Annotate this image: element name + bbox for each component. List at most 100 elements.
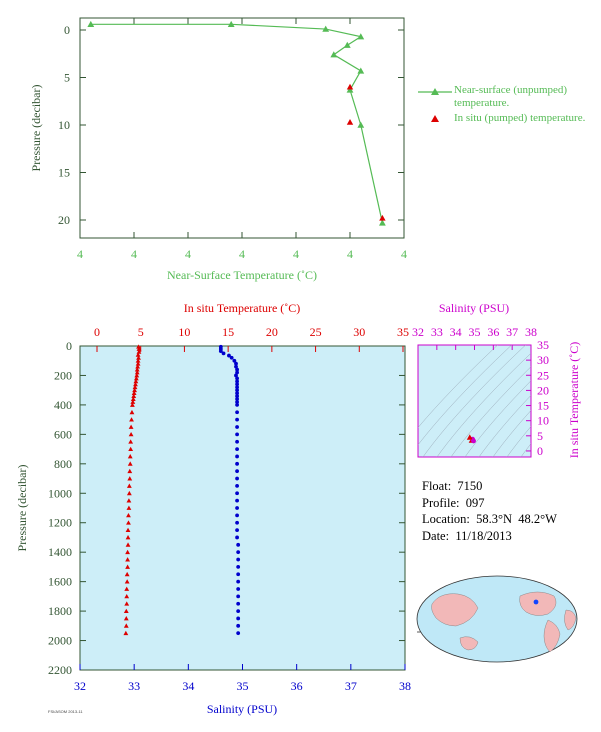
- main-y-tick-label: 1200: [48, 516, 72, 530]
- temperature-salinity-profile-panel: 0200400600800100012001400160018002000220…: [15, 301, 411, 716]
- legend-item-in-situ: In situ (pumped) temperature.: [418, 112, 601, 125]
- temperature-point: [130, 396, 136, 401]
- map-landmass-asia: [431, 593, 479, 627]
- salinity-axis-label: Salinity (PSU): [207, 702, 277, 716]
- temperature-point: [136, 344, 141, 349]
- main-y-tick-label: 1400: [48, 545, 72, 559]
- salinity-point: [236, 601, 241, 606]
- main-y-tick-label: 2000: [48, 634, 72, 648]
- temperature-point: [123, 623, 129, 628]
- salinity-point: [235, 394, 239, 398]
- near-surface-temperature-point: [227, 20, 235, 28]
- main-y-tick-label: 400: [54, 398, 72, 412]
- temperature-tick-label: 0: [94, 325, 100, 339]
- salinity-point: [234, 373, 238, 378]
- temperature-point: [125, 535, 131, 540]
- temperature-point: [136, 346, 142, 351]
- salinity-point: [235, 476, 239, 481]
- top-y-tick-label: 20: [58, 213, 70, 227]
- legend-item-near-surface: Near-surface (unpumped) temperature.: [418, 84, 601, 110]
- temperature-point: [130, 402, 135, 407]
- near-surface-temperature-point: [322, 25, 330, 32]
- temperature-point: [127, 476, 133, 481]
- temperature-point: [126, 490, 132, 496]
- ts-salinity-tick-label: 36: [487, 325, 499, 339]
- ts-salinity-tick-label: 38: [525, 325, 537, 339]
- location: Location: 58.3°N 48.2°W: [422, 512, 557, 526]
- temperature-point: [136, 355, 141, 360]
- ts-salinity-tick-label: 35: [469, 325, 481, 339]
- salinity-point: [236, 542, 241, 547]
- near-surface-temperature-point: [343, 41, 351, 48]
- temperature-point: [136, 349, 142, 354]
- salinity-point: [235, 397, 239, 401]
- salinity-tick-label: 34: [182, 679, 194, 693]
- float-id: Float: 7150: [422, 479, 483, 493]
- top-x-tick-label: 4: [185, 247, 191, 261]
- salinity-point: [236, 587, 241, 591]
- temperature-point: [127, 468, 133, 474]
- salinity-point: [234, 361, 238, 366]
- salinity-point: [235, 469, 239, 474]
- map-landmass-south-america: [543, 619, 561, 653]
- temperature-point: [132, 384, 138, 390]
- temperature-point: [123, 616, 129, 621]
- temperature-point: [134, 370, 140, 375]
- density-contour: [492, 410, 531, 457]
- temperature-point: [134, 373, 140, 378]
- near-surface-temperature-point: [357, 33, 365, 40]
- temperature-point: [135, 352, 141, 357]
- in-situ-temperature-point: [379, 214, 386, 221]
- salinity-point: [227, 353, 231, 358]
- salinity-point: [236, 565, 241, 569]
- salinity-point: [235, 535, 239, 540]
- temperature-point: [133, 376, 139, 381]
- temperature-point: [127, 461, 133, 466]
- density-contour: [418, 345, 512, 446]
- top-y-tick-label: 0: [64, 23, 70, 37]
- temperature-point: [134, 367, 140, 372]
- temperature-axis-label: In situ Temperature (˚C): [184, 301, 301, 315]
- salinity-point: [235, 388, 239, 393]
- salinity-point: [235, 528, 239, 532]
- density-contour: [506, 426, 531, 457]
- salinity-point: [235, 410, 239, 415]
- temperature-point: [129, 409, 135, 415]
- salinity-point: [235, 391, 239, 396]
- temperature-point: [133, 381, 138, 387]
- salinity-point: [232, 358, 237, 363]
- top-x-tick-label: 4: [131, 247, 137, 261]
- temperature-tick-label: 15: [222, 325, 234, 339]
- ts-temperature-tick-label: 5: [537, 429, 543, 443]
- ts-title: Salinity (PSU): [439, 301, 509, 315]
- salinity-point: [235, 385, 239, 390]
- salinity-point: [235, 491, 239, 496]
- temperature-point: [123, 608, 129, 614]
- temperature-point: [130, 399, 136, 404]
- temperature-point: [126, 505, 132, 510]
- temperature-point: [125, 549, 130, 555]
- density-contour: [520, 443, 531, 457]
- float-info-block: Float: 7150 Profile: 097 Location: 58.3°N …: [422, 478, 557, 544]
- ts-temperature-tick-label: 20: [537, 383, 549, 397]
- top-x-tick-label: 4: [401, 247, 407, 261]
- top-y-tick-label: 10: [58, 118, 70, 132]
- in-situ-temperature-point: [346, 118, 354, 125]
- temperature-point: [124, 586, 130, 591]
- temperature-point: [124, 593, 130, 599]
- salinity-point: [235, 454, 239, 459]
- main-y-tick-label: 1600: [48, 575, 72, 589]
- temperature-point: [123, 630, 129, 636]
- salinity-tick-label: 35: [237, 679, 249, 693]
- density-contour: [436, 352, 531, 457]
- ts-temperature-tick-label: 30: [537, 353, 549, 367]
- temperature-tick-label: 10: [178, 325, 190, 339]
- main-y-tick-label: 600: [54, 427, 72, 441]
- date: Date: 11/18/2013: [422, 528, 512, 543]
- ts-salinity-tick-label: 34: [450, 325, 462, 339]
- salinity-point: [235, 417, 239, 422]
- main-y-tick-label: 1000: [48, 486, 72, 500]
- near-surface-temperature-panel: 0 5 10 15 20 4 4 4 4 4 4 4 Near-Surface Temperature …: [29, 17, 407, 282]
- salinity-point: [236, 631, 241, 636]
- salinity-point: [236, 594, 241, 599]
